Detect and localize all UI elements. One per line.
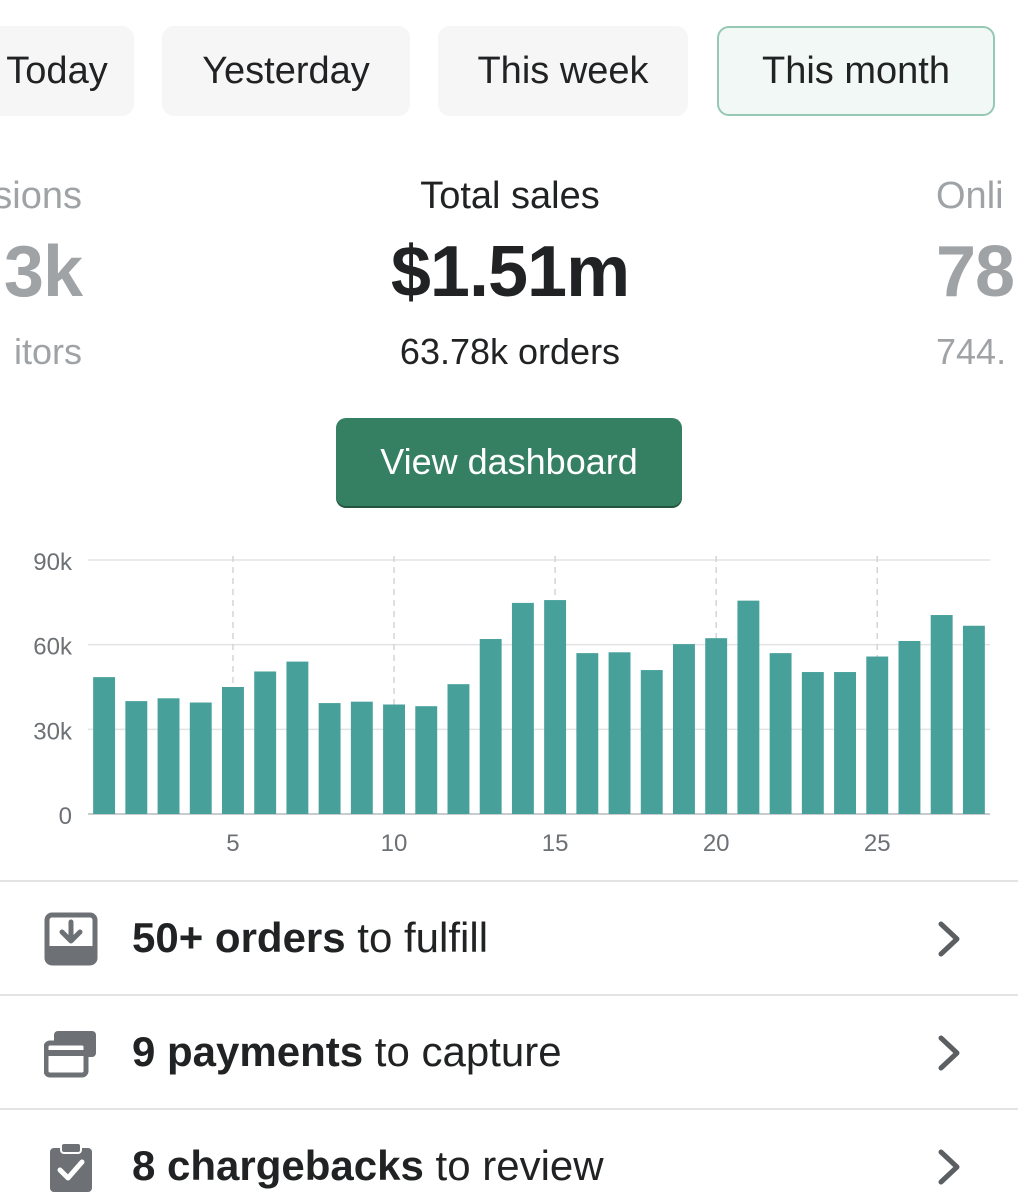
tab-today-label: Today: [6, 49, 108, 92]
y-tick-label: 30k: [33, 718, 73, 745]
chart-bar: [383, 704, 405, 814]
sessions-sub: itors: [13, 331, 82, 372]
task-chargebacks-rest: to review: [423, 1142, 604, 1189]
chart-bar: [608, 652, 631, 814]
chart-bar: [930, 615, 953, 814]
tab-this-month-label: This month: [762, 49, 950, 92]
y-tick-label: 60k: [33, 634, 73, 661]
task-chargebacks-count: 8 chargebacks: [132, 1142, 424, 1189]
x-tick-label: 15: [542, 830, 569, 857]
chart-bar: [640, 670, 663, 814]
chart-bar: [866, 656, 889, 814]
x-tick-label: 20: [703, 830, 730, 857]
task-chargebacks-text: 8 chargebacks to review: [132, 1142, 604, 1190]
date-range-tabs: Today Yesterday This week This month: [0, 0, 1018, 140]
view-dashboard-label: View dashboard: [380, 441, 638, 482]
tab-yesterday[interactable]: Yesterday: [162, 26, 410, 116]
chart-bar: [254, 671, 277, 814]
chart-bar: [673, 644, 695, 814]
task-payments-text: 9 payments to capture: [132, 1028, 562, 1076]
task-payments-rest: to capture: [363, 1028, 562, 1075]
sessions-value: 3k: [3, 232, 83, 312]
chart-bar: [93, 677, 116, 814]
x-tick-label: 5: [226, 830, 239, 857]
online-label: Onli: [936, 175, 1004, 217]
chart-bar: [286, 661, 309, 814]
sessions-metric[interactable]: sions 3k itors: [0, 170, 83, 382]
view-dashboard-button[interactable]: View dashboard: [336, 418, 682, 506]
credit-card-icon: [44, 1031, 96, 1078]
chart-bar: [318, 703, 341, 814]
total-sales-value: $1.51m: [390, 232, 630, 312]
chevron-right-icon: [938, 1035, 960, 1071]
chart-bar: [898, 640, 921, 814]
chart-bar: [834, 672, 856, 814]
chart-bar: [125, 701, 148, 814]
chart-bar: [415, 706, 438, 814]
sessions-label: sions: [0, 175, 82, 217]
chart-bar: [447, 684, 470, 814]
online-metric[interactable]: Onli 78 744.: [936, 170, 1018, 382]
total-sales-label: Total sales: [420, 175, 600, 217]
task-row-payments[interactable]: 9 payments to capture: [0, 994, 1018, 1108]
x-tick-label: 10: [381, 830, 408, 857]
chart-bar: [511, 602, 534, 814]
task-row-orders[interactable]: 50+ orders to fulfill: [0, 880, 1018, 994]
sales-bar-chart: 0 30k 60k 90k 5 10 15 20 25: [33, 549, 990, 857]
y-tick-label: 90k: [33, 549, 73, 576]
total-sales-metric[interactable]: Total sales $1.51m 63.78k orders: [310, 170, 710, 382]
chart-bar: [576, 653, 599, 814]
chart-bar: [479, 639, 502, 814]
online-value: 78: [936, 232, 1015, 312]
chart-bar: [769, 653, 792, 814]
chevron-right-icon: [938, 921, 960, 957]
task-list: 50+ orders to fulfill 9 payments to capt…: [0, 880, 1018, 1200]
task-orders-count: 50+ orders: [132, 914, 346, 961]
task-orders-rest: to fulfill: [345, 914, 489, 961]
chart-bar: [222, 687, 244, 814]
task-row-chargebacks[interactable]: 8 chargebacks to review: [0, 1108, 1018, 1200]
tab-this-week-label: This week: [477, 49, 649, 92]
tab-today[interactable]: Today: [0, 26, 134, 116]
chart-bar: [544, 600, 567, 814]
chart-bar: [157, 698, 180, 814]
chart-bar: [705, 638, 728, 814]
tab-yesterday-label: Yesterday: [202, 49, 370, 92]
chart-bar: [189, 702, 212, 814]
chart-bar: [801, 672, 824, 814]
online-sub: 744.: [936, 331, 1007, 372]
tab-this-week[interactable]: This week: [438, 26, 688, 116]
chart-bar: [737, 600, 760, 814]
total-orders-sub: 63.78k orders: [399, 331, 621, 372]
chart-bar: [962, 625, 985, 814]
task-orders-text: 50+ orders to fulfill: [132, 914, 488, 962]
task-payments-count: 9 payments: [132, 1028, 364, 1075]
y-tick-label: 0: [59, 803, 72, 830]
tab-this-month[interactable]: This month: [717, 26, 995, 116]
clipboard-check-icon: [50, 1142, 92, 1192]
x-tick-label: 25: [864, 830, 891, 857]
chart-bar: [350, 701, 373, 814]
chevron-right-icon: [938, 1149, 960, 1185]
inbox-download-icon: [44, 912, 98, 966]
